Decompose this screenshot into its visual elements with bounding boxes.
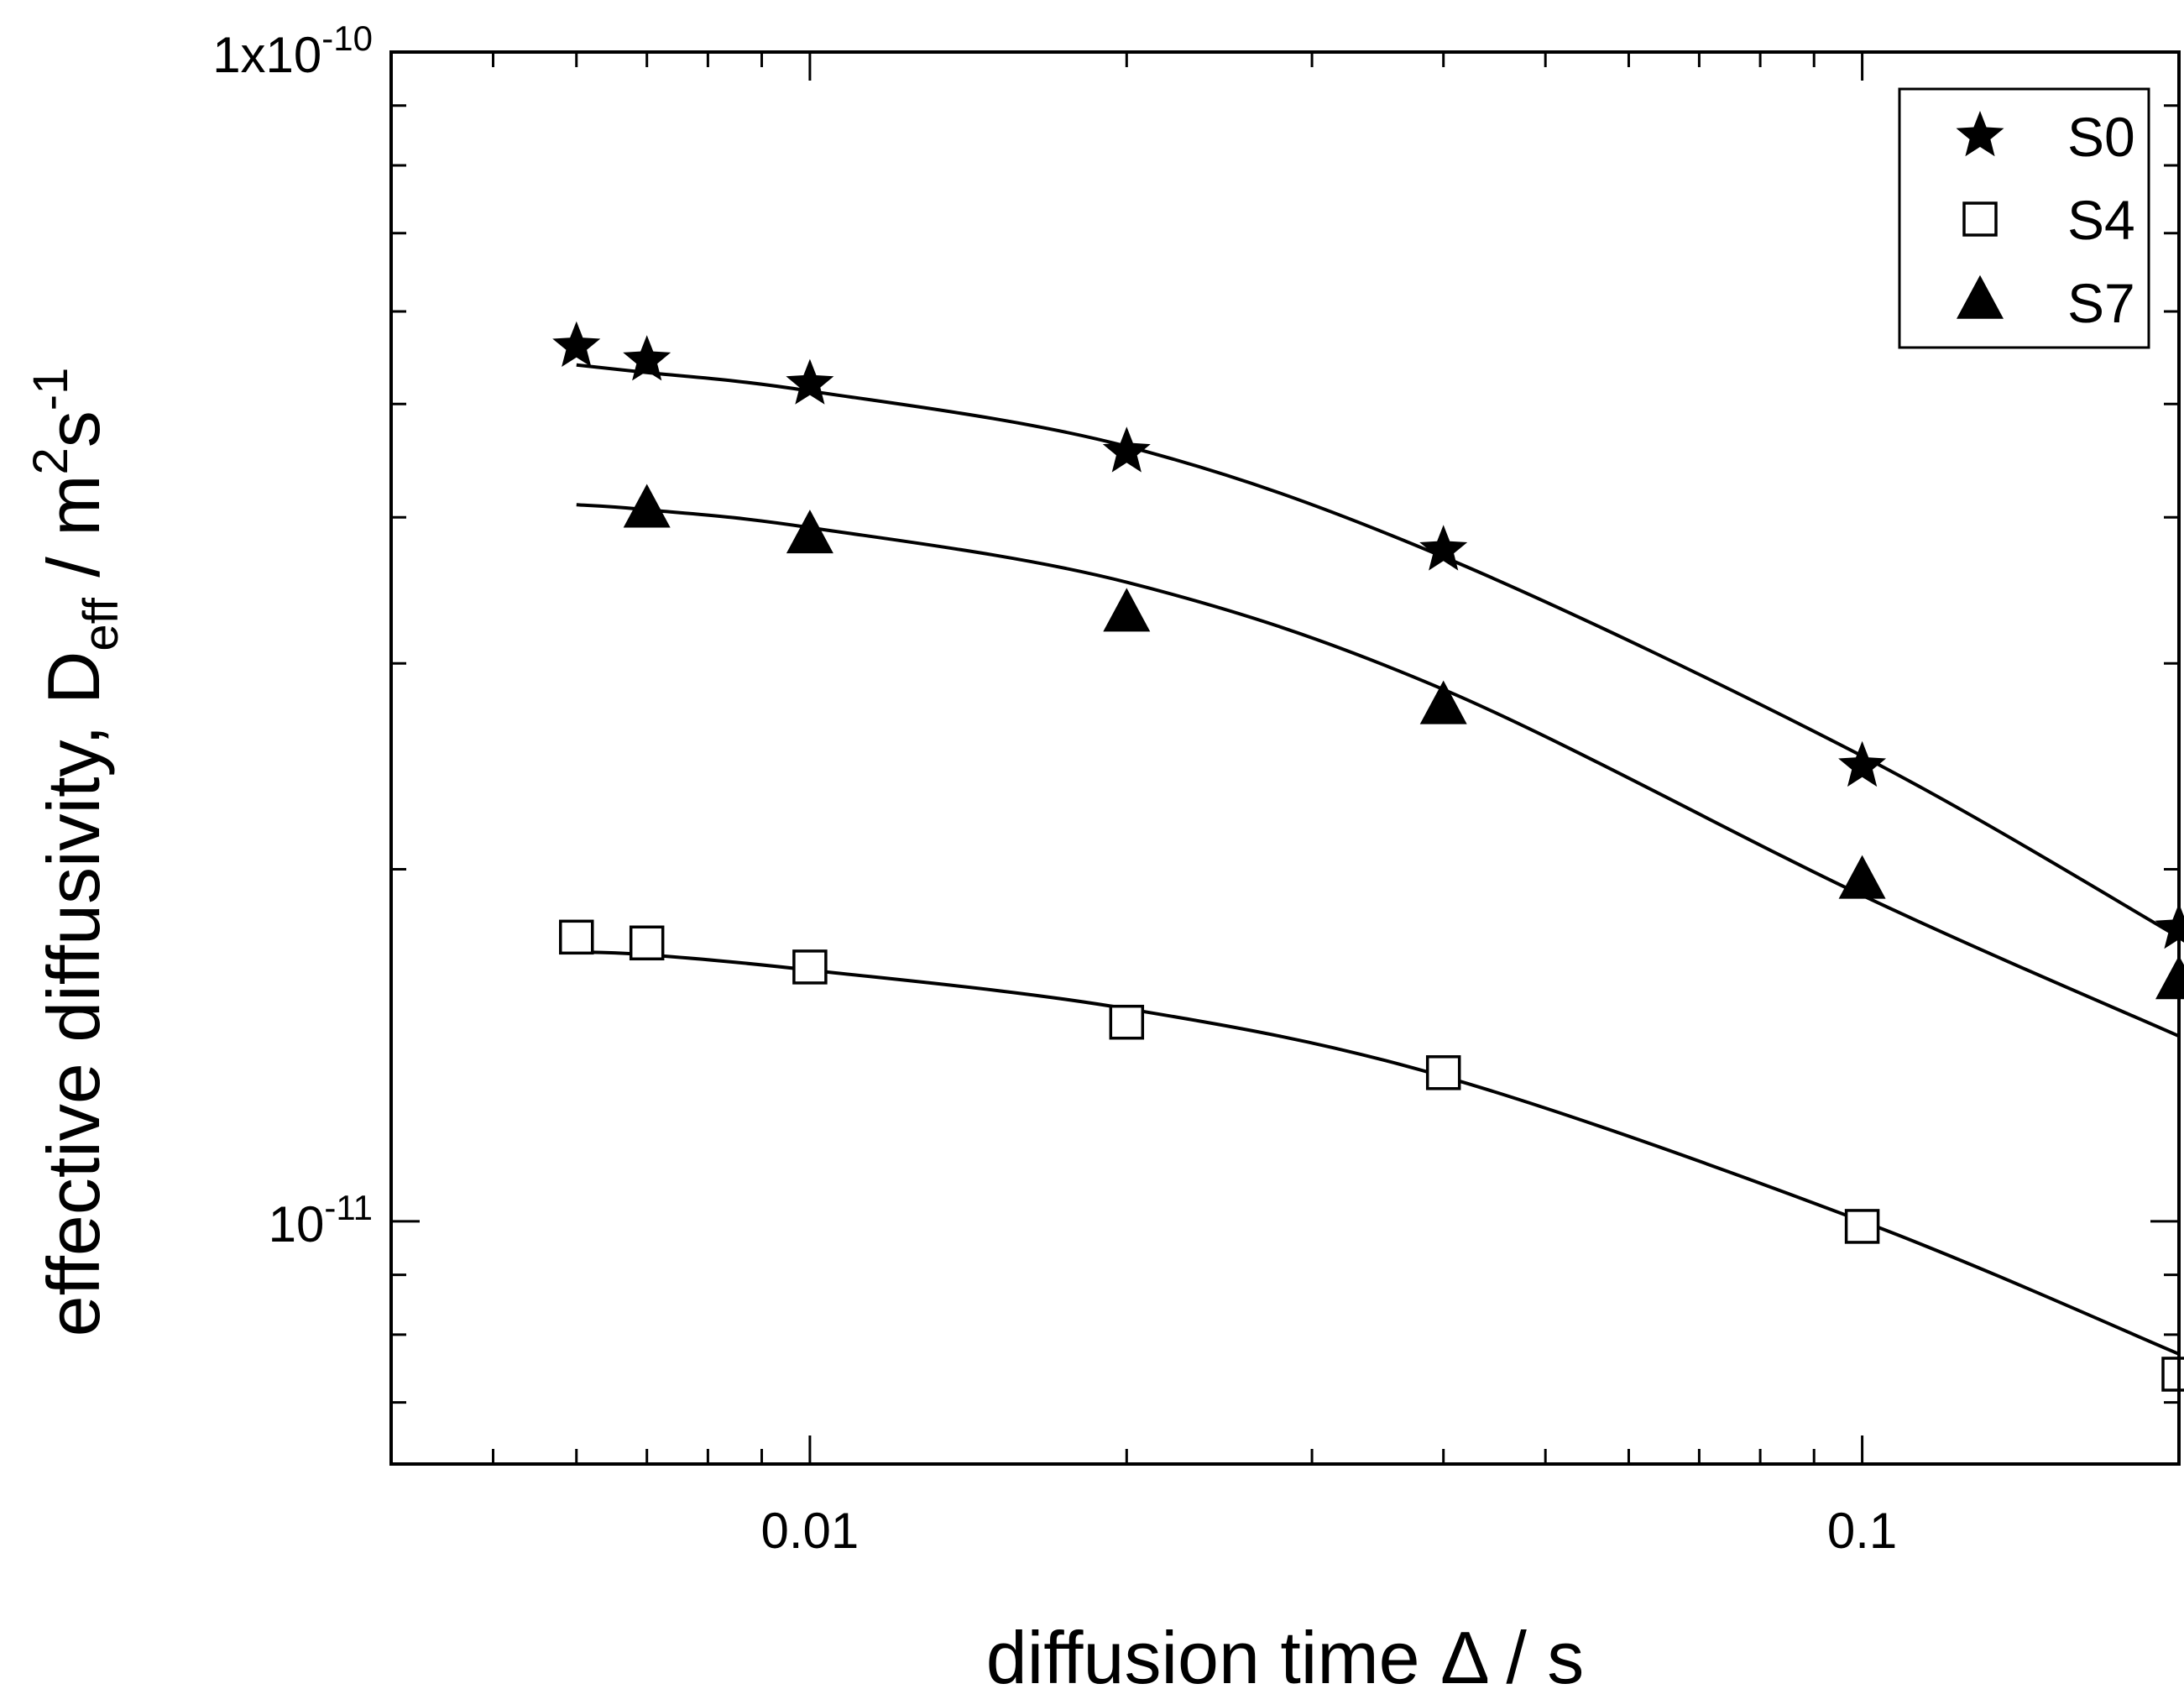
y-axis-title-sub: eff <box>74 597 128 651</box>
plot-frame <box>389 50 2181 1466</box>
data-point-s7 <box>786 510 833 554</box>
data-point-s0 <box>1419 525 1468 571</box>
y-tick-label-base: 10 <box>269 1196 325 1252</box>
legend: S0 S4 S7 <box>1898 87 2150 349</box>
data-point-s4 <box>1844 1209 1880 1244</box>
data-point-s0 <box>623 335 671 381</box>
data-point-s7 <box>2155 955 2184 1000</box>
tick-marks <box>389 50 2181 1464</box>
data-point-s0 <box>2155 903 2184 949</box>
data-point-s7 <box>1103 588 1151 632</box>
data-point-s7 <box>1419 680 1467 724</box>
y-tick-label: 10-11 <box>269 1188 373 1252</box>
x-tick-label: 0.01 <box>761 1503 859 1559</box>
fit-line-s0 <box>576 363 2180 939</box>
data-point-s4 <box>792 949 828 985</box>
data-point-s0 <box>786 358 834 405</box>
data-point-s4 <box>2161 1357 2184 1392</box>
y-tick-label-base: 1x10 <box>212 27 321 83</box>
data-point-s7 <box>1838 855 1886 899</box>
y-axis-title-main: effective diffusivity, D <box>32 651 115 1337</box>
fit-line-s7 <box>576 503 2180 1038</box>
data-point-s0 <box>1838 740 1887 787</box>
x-axis-title: diffusion time Δ / s <box>986 1616 1585 1689</box>
legend-label-s0: S0 <box>2067 106 2135 168</box>
x-tick-label: 0.1 <box>1827 1503 1897 1559</box>
legend-box <box>1898 87 2150 349</box>
fit-curves <box>576 363 2180 1356</box>
y-tick-label-exp: -11 <box>324 1188 373 1227</box>
data-point-s0 <box>1102 426 1151 473</box>
legend-marker-s0 <box>1956 111 2004 157</box>
fit-line-s4 <box>576 949 2180 1356</box>
y-tick-label-exp: -10 <box>321 18 373 58</box>
data-point-s4 <box>629 925 665 961</box>
y-axis-title: effective diffusivity, Deff / m2s-1 <box>24 368 128 1337</box>
data-point-s7 <box>623 484 671 528</box>
data-markers <box>552 321 2184 1392</box>
legend-marker-s7 <box>1957 275 2004 319</box>
y-axis-title-sup2: -1 <box>24 368 78 411</box>
legend-label-s7: S7 <box>2067 272 2135 334</box>
legend-marker-s4 <box>1962 201 1998 237</box>
data-point-s4 <box>559 919 594 955</box>
y-tick-label: 1x10-10 <box>212 18 373 83</box>
y-axis-title-unit: / m <box>32 474 115 598</box>
y-axis-title-s: s <box>32 410 115 447</box>
y-axis-title-sup1: 2 <box>24 447 78 474</box>
data-point-s0 <box>552 321 601 367</box>
data-point-s4 <box>1425 1055 1461 1090</box>
tick-labels: 0.01 0.1 1x10-10 10-11 <box>212 18 1897 1559</box>
legend-label-s4: S4 <box>2067 189 2135 251</box>
data-point-s4 <box>1109 1004 1145 1040</box>
